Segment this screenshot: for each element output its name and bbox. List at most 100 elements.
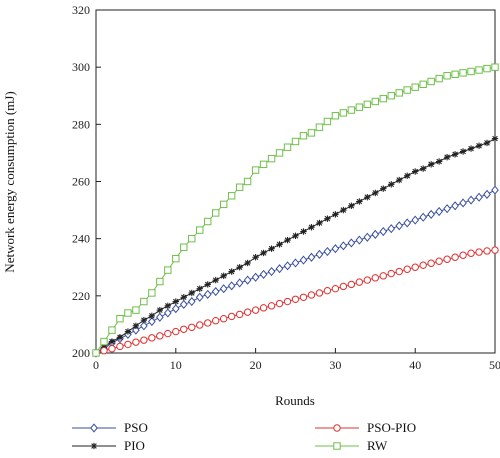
data-point-rw bbox=[180, 243, 188, 251]
data-point-pio bbox=[188, 289, 195, 297]
data-point-rw bbox=[92, 349, 100, 357]
data-point-pso bbox=[315, 249, 324, 259]
data-point-rw bbox=[331, 112, 340, 120]
data-point-pio bbox=[324, 215, 331, 222]
data-point-pso-pio bbox=[251, 306, 260, 314]
data-point-rw bbox=[188, 234, 196, 243]
data-point-pso bbox=[443, 204, 451, 214]
data-point-pio bbox=[204, 281, 211, 288]
data-point-pso bbox=[483, 189, 491, 199]
data-point-pso-pio bbox=[299, 293, 308, 301]
data-point-rw bbox=[100, 337, 108, 346]
data-point-pso-pio bbox=[291, 295, 300, 303]
data-point-pio bbox=[116, 334, 124, 341]
data-point-pio bbox=[284, 236, 291, 244]
data-point-rw bbox=[475, 66, 483, 74]
data-point-pio bbox=[427, 161, 435, 168]
series-rw bbox=[92, 63, 499, 357]
x-tick-label: 40 bbox=[409, 358, 421, 372]
data-point-pso-pio bbox=[427, 259, 435, 267]
data-point-pio bbox=[220, 272, 227, 280]
data-point-rw bbox=[491, 63, 499, 71]
series-line-rw bbox=[95, 66, 496, 354]
data-point-pso-pio bbox=[459, 251, 467, 259]
x-axis-ticks: 0 10 20 30 40 50 bbox=[93, 348, 500, 372]
data-point-pio bbox=[475, 142, 483, 149]
data-point-rw bbox=[243, 177, 252, 186]
data-point-pso-pio bbox=[307, 291, 316, 299]
data-point-pso-pio bbox=[435, 257, 443, 265]
data-point-pio bbox=[388, 181, 395, 188]
data-point-pso-pio bbox=[116, 342, 124, 351]
data-point-pso-pio bbox=[347, 280, 356, 289]
legend-item-pio: PIO bbox=[72, 438, 145, 453]
data-point-pso bbox=[435, 206, 443, 217]
data-point-pso bbox=[411, 215, 420, 225]
data-point-pso-pio bbox=[355, 278, 364, 286]
data-point-pso-pio bbox=[275, 299, 284, 308]
data-point-pio bbox=[459, 148, 467, 155]
data-point-pio bbox=[412, 168, 419, 175]
data-point-pio bbox=[443, 154, 451, 161]
data-point-pso bbox=[259, 269, 268, 279]
legend-label-rw: RW bbox=[367, 438, 388, 453]
data-point-rw bbox=[148, 289, 156, 297]
data-point-pio bbox=[132, 322, 140, 330]
data-point-rw bbox=[299, 132, 308, 140]
series-line-pso bbox=[95, 189, 496, 354]
data-point-rw bbox=[275, 149, 284, 157]
x-tick-label: 0 bbox=[93, 358, 99, 372]
data-point-rw bbox=[387, 92, 395, 100]
data-point-pso bbox=[219, 284, 228, 294]
data-point-pso bbox=[235, 278, 244, 288]
data-point-pso-pio bbox=[132, 338, 140, 346]
data-point-pso-pio bbox=[188, 323, 196, 331]
data-point-pio bbox=[276, 241, 283, 248]
data-point-pio bbox=[212, 276, 219, 284]
data-point-rw bbox=[116, 315, 124, 323]
data-point-pio bbox=[419, 165, 427, 172]
series-layer bbox=[92, 63, 499, 358]
data-point-pio bbox=[108, 338, 116, 345]
data-point-pso-pio bbox=[371, 274, 379, 282]
data-point-pio bbox=[140, 316, 148, 324]
data-point-pso-pio bbox=[475, 248, 483, 256]
data-point-rw bbox=[235, 183, 244, 191]
x-tick-label: 30 bbox=[329, 358, 341, 372]
data-point-pso-pio bbox=[148, 334, 156, 342]
y-axis-ticks: 200 220 240 260 280 300 320 bbox=[72, 3, 101, 360]
data-point-rw bbox=[339, 109, 348, 117]
legend-item-pso: PSO bbox=[72, 420, 148, 435]
data-point-pso bbox=[291, 258, 300, 268]
legend-item-pso-pio: PSO-PIO bbox=[315, 420, 416, 435]
y-tick-label: 200 bbox=[72, 346, 90, 360]
data-point-pso-pio bbox=[411, 263, 419, 271]
y-axis-label: Network energy consumption (mJ) bbox=[2, 91, 17, 272]
data-point-pso-pio bbox=[323, 286, 332, 295]
data-point-rw bbox=[267, 154, 276, 163]
data-point-pso-pio bbox=[395, 267, 403, 276]
data-point-pso bbox=[419, 212, 428, 222]
data-point-pio bbox=[156, 306, 164, 314]
data-point-pso-pio bbox=[140, 336, 148, 344]
data-point-pso-pio bbox=[379, 272, 387, 280]
data-point-pio bbox=[372, 189, 379, 197]
y-tick-label: 260 bbox=[72, 175, 90, 189]
data-point-rw bbox=[419, 80, 427, 89]
data-point-pio bbox=[228, 268, 235, 275]
y-tick-label: 320 bbox=[72, 3, 90, 17]
data-point-rw bbox=[355, 103, 364, 111]
data-point-pio bbox=[148, 312, 156, 320]
data-point-rw bbox=[403, 86, 411, 94]
data-point-pso bbox=[323, 246, 332, 257]
data-point-pso bbox=[267, 266, 276, 277]
data-point-pio bbox=[244, 259, 251, 267]
legend-marker-rw bbox=[333, 442, 341, 450]
x-tick-label: 50 bbox=[489, 358, 500, 372]
data-point-pso-pio bbox=[204, 319, 212, 327]
legend-item-rw: RW bbox=[315, 438, 388, 453]
data-point-pso-pio bbox=[363, 276, 372, 284]
data-point-pso bbox=[243, 275, 252, 285]
data-point-rw bbox=[483, 64, 491, 73]
data-point-rw bbox=[451, 70, 459, 79]
